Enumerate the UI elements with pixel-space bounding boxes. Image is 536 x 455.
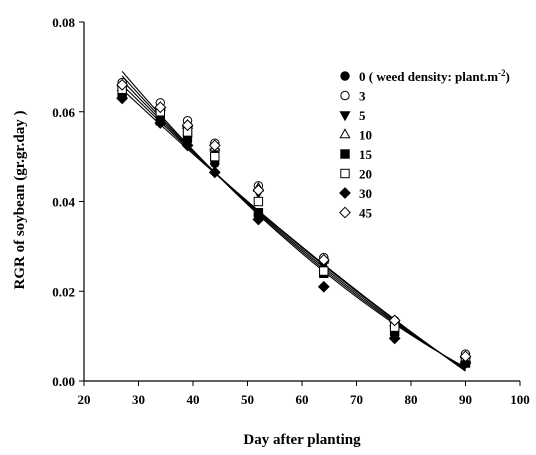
legend-series-name: 15 bbox=[359, 147, 373, 162]
x-tick-label: 80 bbox=[405, 392, 418, 407]
data-point bbox=[388, 332, 401, 345]
x-tick-label: 60 bbox=[296, 392, 309, 407]
y-tick-label: 0.08 bbox=[52, 15, 75, 30]
x-tick-label: 20 bbox=[78, 392, 91, 407]
legend-series-name: 20 bbox=[359, 167, 372, 182]
y-tick-label: 0.06 bbox=[52, 105, 75, 120]
data-point bbox=[459, 350, 472, 363]
legend-label: 0 ( weed density: plant.m-2) bbox=[359, 68, 510, 84]
data-point bbox=[252, 184, 265, 197]
legend-marker bbox=[339, 187, 351, 199]
legend-label: 5 bbox=[359, 108, 366, 123]
data-point bbox=[208, 166, 221, 179]
data-point bbox=[181, 139, 194, 152]
legend-label: 10 bbox=[359, 128, 372, 143]
y-tick-label: 0.04 bbox=[52, 195, 75, 210]
data-point bbox=[317, 280, 330, 293]
y-axis-title: RGR of soybean (gr.gr.day ) bbox=[12, 111, 28, 290]
data-point bbox=[116, 78, 129, 91]
x-tick-label: 70 bbox=[350, 392, 363, 407]
legend-label: 3 bbox=[359, 89, 366, 104]
x-axis-title: Day after planting bbox=[243, 432, 361, 448]
data-point bbox=[208, 139, 221, 152]
legend-marker bbox=[339, 128, 351, 139]
legend-series-name: 45 bbox=[359, 206, 373, 221]
data-point bbox=[252, 213, 265, 226]
data-point bbox=[154, 117, 167, 129]
data-points bbox=[116, 77, 472, 369]
fit-curve bbox=[121, 84, 466, 371]
fit-curve bbox=[121, 88, 466, 372]
x-tick-label: 30 bbox=[132, 392, 145, 407]
y-tick-label: 0.00 bbox=[52, 374, 75, 389]
legend-label: 15 bbox=[359, 147, 373, 162]
legend-marker bbox=[339, 111, 351, 122]
legend-marker bbox=[339, 206, 351, 219]
data-point bbox=[317, 253, 330, 266]
legend-label: 20 bbox=[359, 167, 372, 182]
legend-series-name: 3 bbox=[359, 89, 366, 104]
legend-note: ( weed density: plant.m bbox=[366, 69, 499, 84]
legend-marker bbox=[340, 149, 350, 159]
fit-curve bbox=[121, 79, 466, 370]
data-point bbox=[319, 266, 329, 276]
fit-curves bbox=[121, 71, 466, 372]
fit-curve bbox=[121, 75, 466, 369]
legend-label: 30 bbox=[359, 186, 372, 201]
legend-series-name: 30 bbox=[359, 186, 372, 201]
legend-series-name: 10 bbox=[359, 128, 372, 143]
legend-marker bbox=[340, 71, 350, 81]
data-point bbox=[459, 357, 472, 369]
x-tick-label: 90 bbox=[459, 392, 472, 407]
data-point bbox=[181, 119, 194, 132]
x-tick-label: 40 bbox=[187, 392, 200, 407]
data-point bbox=[388, 314, 401, 327]
y-tick-label: 0.02 bbox=[52, 284, 75, 299]
legend-note-superscript: -2 bbox=[498, 68, 506, 78]
legend-marker bbox=[340, 90, 350, 101]
data-point bbox=[154, 101, 167, 114]
legend-note-suffix: ) bbox=[506, 69, 510, 84]
x-tick-label: 50 bbox=[241, 392, 254, 407]
data-point bbox=[253, 196, 264, 207]
data-point bbox=[116, 92, 129, 105]
legend-label: 45 bbox=[359, 206, 373, 221]
legend: 0 ( weed density: plant.m-2) 3 5 10 15 20 30 45 bbox=[339, 68, 510, 221]
legend-series-name: 0 bbox=[359, 69, 366, 84]
legend-series-name: 5 bbox=[359, 108, 366, 123]
x-tick-label: 100 bbox=[510, 392, 530, 407]
legend-marker bbox=[340, 168, 350, 179]
fit-curve bbox=[121, 71, 466, 369]
data-point bbox=[210, 151, 220, 162]
